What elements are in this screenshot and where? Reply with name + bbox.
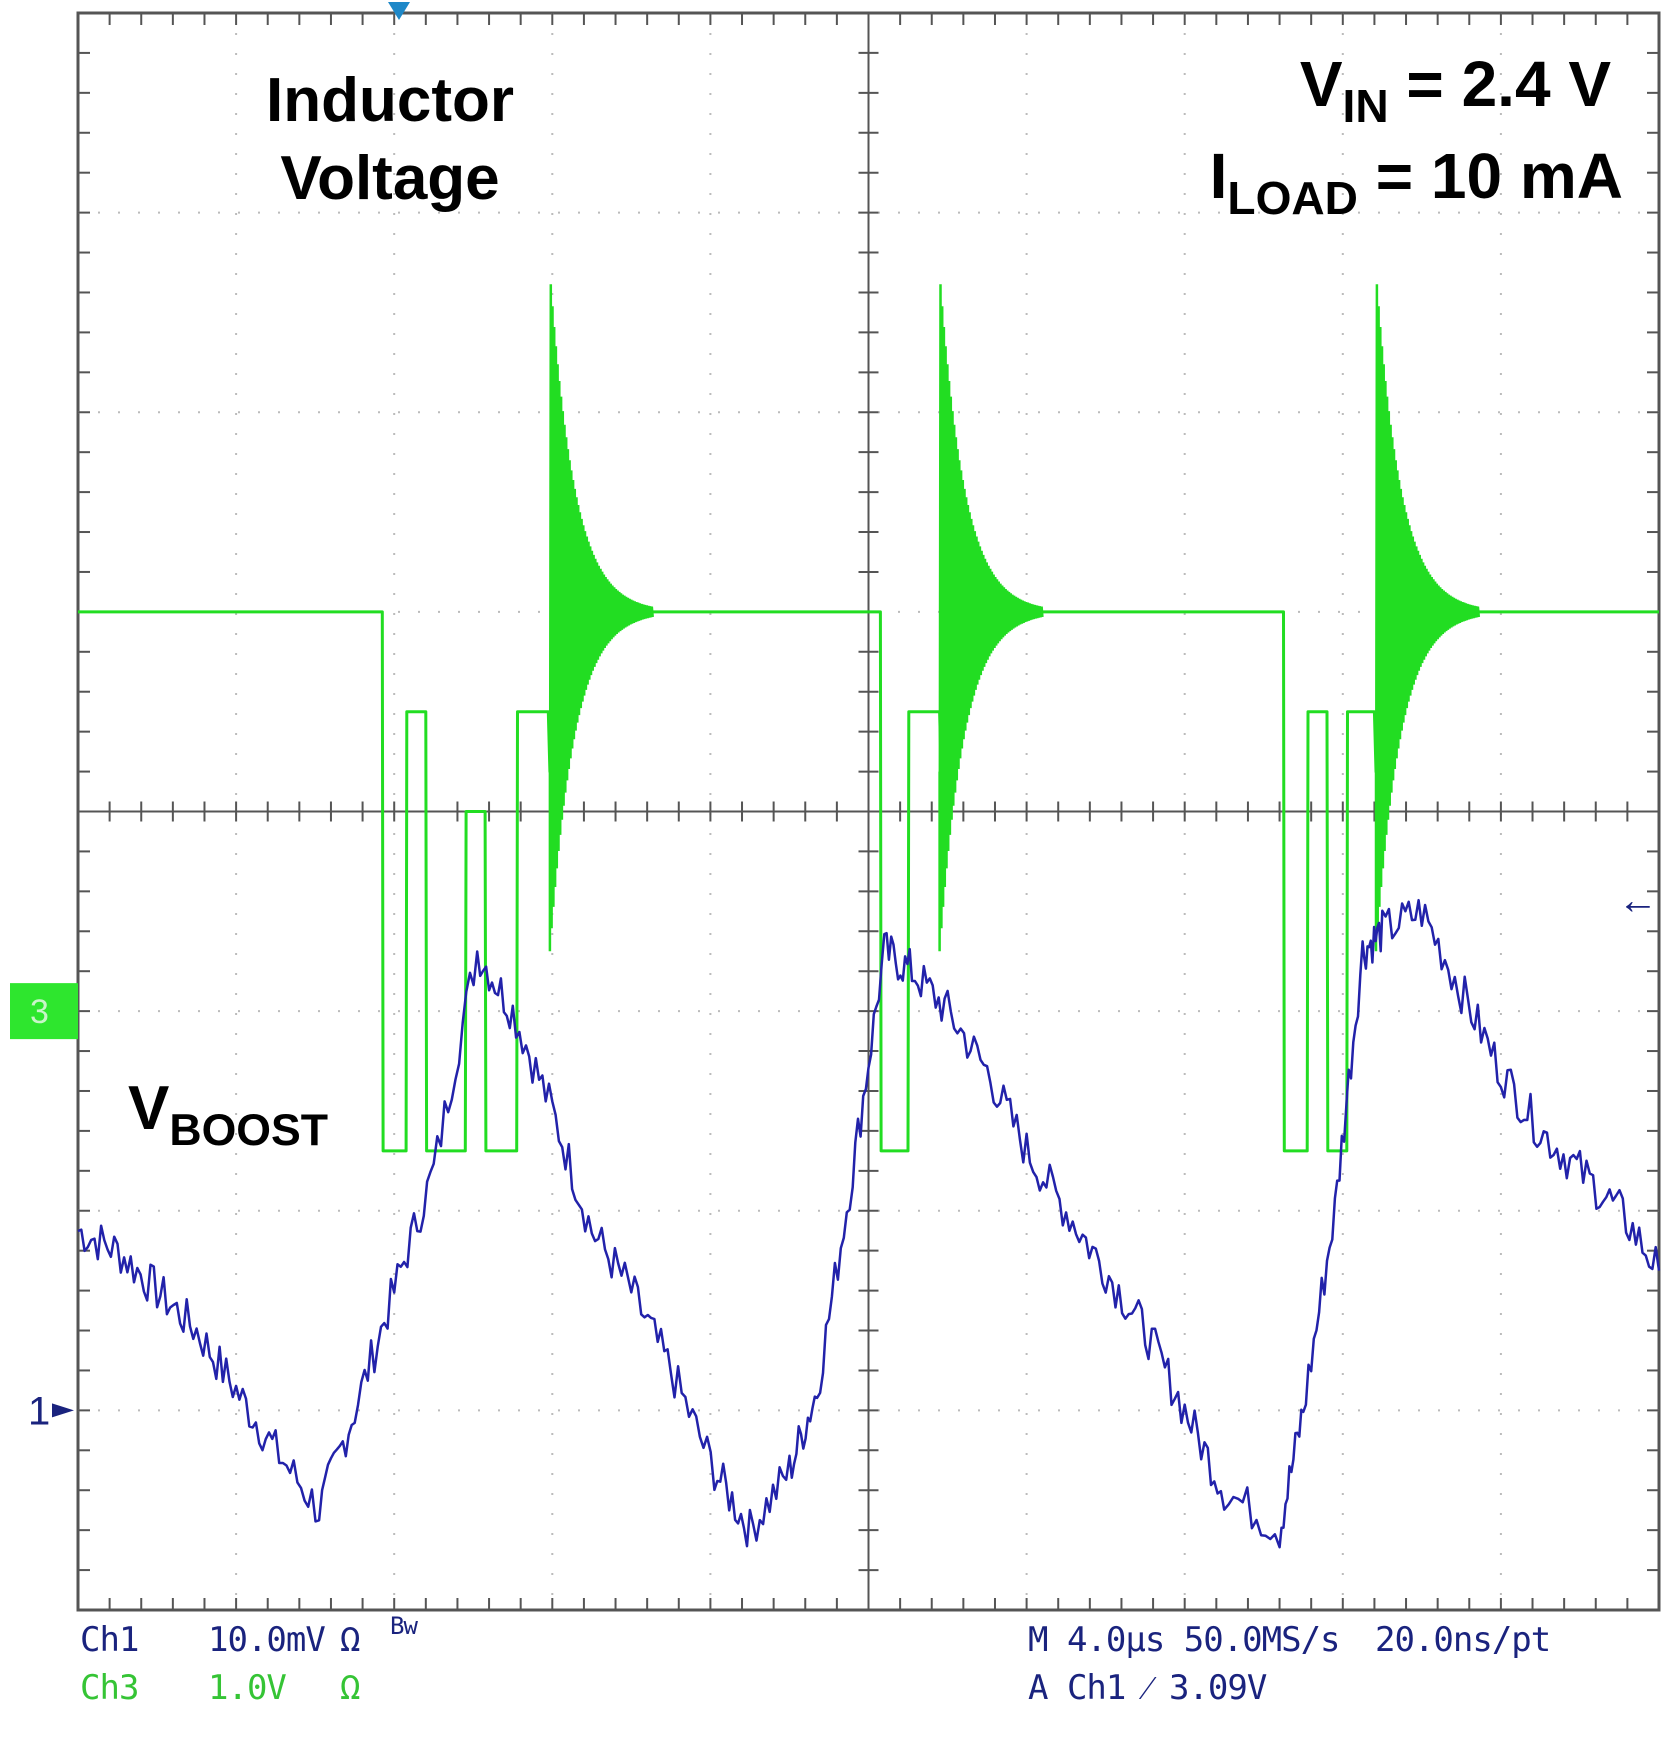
ch3-ground-marker [10, 983, 78, 1040]
ringing-burst [1374, 284, 1481, 952]
graticule [76, 11, 1661, 1612]
ringing-burst [548, 284, 654, 952]
timebase-readout: M 4.0µs 50.0MS/s [1028, 1620, 1341, 1660]
vin-annotation: VIN = 2.4 V [1299, 48, 1611, 133]
ch1-termination: Ω [340, 1620, 361, 1660]
inductor-voltage-label-line2: Voltage [280, 144, 500, 213]
iload-annotation: ILOAD = 10 mA [1209, 140, 1623, 225]
ch3-scale: 1.0V [208, 1668, 287, 1708]
ch1-label: Ch1 [80, 1620, 139, 1660]
ch1-scale: 10.0mV [208, 1620, 326, 1660]
ch1-ground-arrow [52, 1403, 74, 1418]
ch3-label: Ch3 [80, 1668, 139, 1708]
vboost-trace [77, 898, 1661, 1549]
trigger-level-arrow: ← [1618, 878, 1658, 922]
channel-markers: 3 1 ← [10, 2, 1658, 1433]
ch3-termination: Ω [340, 1668, 361, 1708]
ch1-bandwidth: Bw [390, 1612, 418, 1640]
resolution-readout: 20.0ns/pt [1375, 1620, 1551, 1660]
ringing-burst [938, 284, 1044, 952]
trigger-position-marker [388, 2, 410, 20]
inductor-voltage-label: Inductor [266, 66, 514, 135]
vboost-label: VBOOST [128, 1074, 329, 1155]
ch3-marker-label: 3 [30, 993, 49, 1031]
traces [77, 284, 1661, 1549]
inductor-voltage-trace [78, 610, 1659, 1153]
ch1-marker-label: 1 [28, 1389, 50, 1433]
trigger-readout: A Ch1 ⁄ 3.09V [1028, 1668, 1267, 1708]
